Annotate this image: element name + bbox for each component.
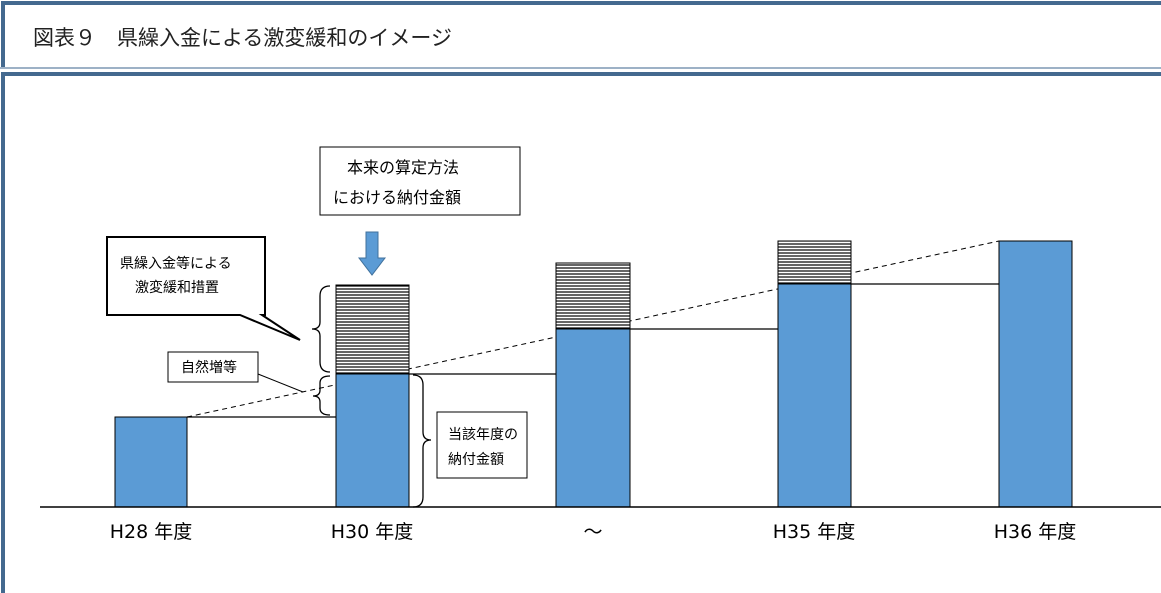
bars xyxy=(114,240,1073,508)
callout-text: における納付金額 xyxy=(333,188,461,207)
category-label: H30 年度 xyxy=(331,521,414,543)
callout-text: 本来の算定方法 xyxy=(347,158,459,177)
category-label: H28 年度 xyxy=(110,521,193,543)
down-arrow xyxy=(357,231,387,276)
callout-box xyxy=(167,351,259,383)
brace xyxy=(311,285,331,373)
category-label: ～ xyxy=(583,521,602,543)
callout-box xyxy=(436,411,528,479)
callout-text: 納付金額 xyxy=(448,452,504,468)
title: 図表９ 県繰入金による激変緩和のイメージ xyxy=(33,26,452,50)
title-frame xyxy=(1,1,1161,68)
callout-text: 当該年度の xyxy=(448,427,518,443)
brace xyxy=(312,375,331,416)
category-label: H35 年度 xyxy=(773,521,856,543)
callout-text: 県繰入金等による xyxy=(120,255,232,272)
callout-text: 自然増等 xyxy=(181,359,237,376)
callout-pointer xyxy=(257,373,304,393)
category-label: H36 年度 xyxy=(994,521,1077,543)
panel-frame xyxy=(1,72,1161,593)
callout-text: 激変緩和措置 xyxy=(135,279,219,296)
brace xyxy=(412,374,432,508)
speech-bubble xyxy=(106,236,301,341)
callout-box xyxy=(319,146,521,216)
